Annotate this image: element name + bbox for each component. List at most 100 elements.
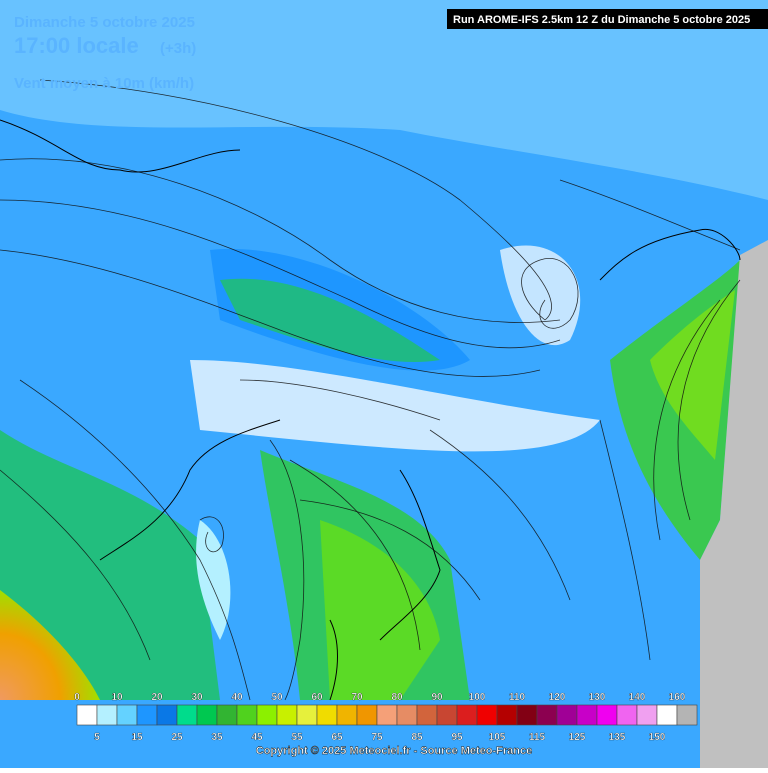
copyright: Copyright © 2025 Meteociel.fr - Source M…: [256, 745, 532, 757]
legend-label: 100: [469, 692, 486, 703]
legend-label: 140: [629, 692, 646, 703]
legend-label: 15: [131, 732, 143, 743]
legend-label: 95: [451, 732, 463, 743]
legend-label: 35: [211, 732, 223, 743]
legend-label: 45: [251, 732, 263, 743]
streamline: [199, 516, 224, 553]
legend-swatch: [116, 704, 138, 726]
legend-label: 120: [549, 692, 566, 703]
legend-label: 80: [391, 692, 403, 703]
calm-zone: [500, 245, 581, 346]
legend-label: 55: [291, 732, 303, 743]
streamline: [0, 158, 561, 323]
legend-label: 20: [151, 692, 163, 703]
legend-label: 130: [589, 692, 606, 703]
legend-swatch: [496, 704, 518, 726]
legend-swatch: [476, 704, 498, 726]
run-banner: [447, 9, 768, 29]
streamline: [299, 499, 481, 601]
legend-swatch: [516, 704, 538, 726]
legend-label: 70: [351, 692, 363, 703]
legend-swatch: [316, 704, 338, 726]
legend-swatch: [616, 704, 638, 726]
calm-zone: [190, 360, 600, 452]
streamline: [0, 469, 151, 661]
legend-label: 90: [431, 692, 443, 703]
streamlines: [0, 79, 741, 701]
border: [0, 119, 241, 173]
legend-label: 105: [489, 732, 506, 743]
legend-swatch: [436, 704, 458, 726]
time: 17:00 locale: [14, 33, 139, 58]
streamline: [521, 258, 579, 329]
wind-band: [220, 278, 440, 362]
legend-label: 160: [669, 692, 686, 703]
streamline: [653, 299, 721, 541]
streamline: [239, 379, 441, 421]
streamline: [0, 199, 561, 349]
legend-label: 10: [111, 692, 123, 703]
streamline: [289, 459, 421, 651]
legend-label: 5: [94, 732, 100, 743]
legend-swatch: [176, 704, 198, 726]
legend-label: 125: [569, 732, 586, 743]
legend-label: 115: [529, 732, 546, 743]
coast: [99, 419, 281, 561]
wind-band: [320, 520, 440, 700]
streamline: [559, 179, 741, 251]
legend-label: 60: [311, 692, 323, 703]
legend-swatch: [216, 704, 238, 726]
streamline: [269, 439, 305, 701]
legend-label: 135: [609, 732, 626, 743]
field-name: Vent moyen à 10m (km/h): [14, 75, 194, 92]
island: [329, 619, 338, 701]
legend-swatch: [416, 704, 438, 726]
legend-label: 65: [331, 732, 343, 743]
legend-swatch: [336, 704, 358, 726]
out-of-domain: [700, 240, 768, 768]
date: Dimanche 5 octobre 2025: [14, 14, 195, 31]
legend-label: 150: [649, 732, 666, 743]
legend-label: 0: [74, 692, 80, 703]
legend-label: 40: [231, 692, 243, 703]
legend-swatch: [136, 704, 158, 726]
streamline: [19, 379, 251, 701]
streamline: [677, 279, 741, 521]
color-legend: 0 10 20 30 40 50 60 70 80 90 100 110 120 130 140 160 5 15…: [74, 692, 698, 743]
legend-swatch: [636, 704, 658, 726]
legend-swatch: [76, 704, 98, 726]
streamline: [39, 79, 552, 321]
legend-label: 25: [171, 732, 183, 743]
strong-wind-zone: [0, 590, 100, 700]
calm-zone: [196, 520, 231, 640]
legend-swatch: [556, 704, 578, 726]
legend-swatch: [536, 704, 558, 726]
legend-label: 110: [509, 692, 526, 703]
legend-swatch: [196, 704, 218, 726]
legend-swatch: [356, 704, 378, 726]
coast: [599, 228, 741, 281]
coastlines: [0, 119, 741, 701]
legend-swatch: [676, 704, 698, 726]
legend-label: 85: [411, 732, 423, 743]
legend-swatch: [576, 704, 598, 726]
streamline: [599, 419, 651, 661]
legend-swatch: [596, 704, 618, 726]
legend-swatch: [296, 704, 318, 726]
wind-band: [0, 430, 220, 700]
legend-swatch: [396, 704, 418, 726]
legend-swatch: [276, 704, 298, 726]
coast: [379, 469, 441, 641]
legend-swatch: [376, 704, 398, 726]
legend-swatch: [236, 704, 258, 726]
light-wind-zone: [0, 0, 768, 200]
legend-swatch: [96, 704, 118, 726]
legend-label: 50: [271, 692, 283, 703]
legend-swatch: [656, 704, 678, 726]
run-info: Run AROME-IFS 2.5km 12 Z du Dimanche 5 o…: [453, 14, 750, 26]
legend-swatch: [156, 704, 178, 726]
wind-band: [650, 290, 735, 460]
